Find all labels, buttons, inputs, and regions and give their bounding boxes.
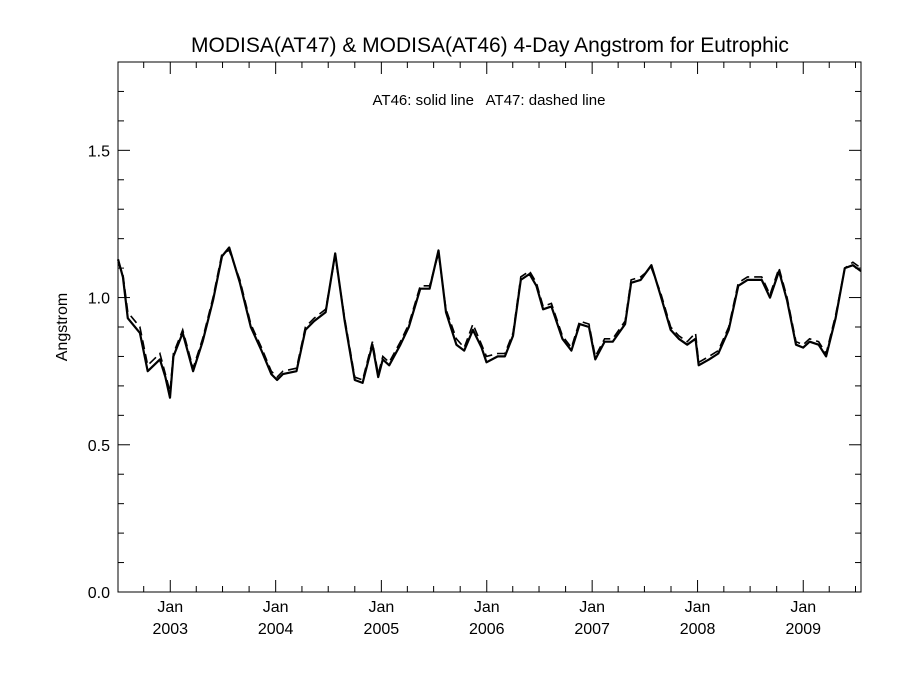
x-tick-year-label: 2008 [680, 621, 716, 638]
plot-frame [117, 61, 862, 593]
y-axis: 0.0 0.5 1.0 1.5 [88, 61, 861, 602]
x-tick-year-label: 2006 [469, 621, 505, 638]
x-tick-year-label: 2004 [258, 621, 294, 638]
series-line-at47 [117, 249, 862, 393]
chart-title: MODISA(AT47) & MODISA(AT46) 4-Day Angstr… [191, 34, 789, 57]
x-tick-month-label: Jan [157, 599, 183, 616]
x-axis: Jan 2003 Jan 2004 Jan 2005 Jan 2006 Jan 2007 Jan 20… [143, 62, 857, 638]
y-tick-label: 1.0 [88, 291, 110, 308]
x-tick-year-label: 2009 [785, 621, 821, 638]
y-axis-label: Angstrom [54, 293, 71, 361]
x-tick-month-label: Jan [790, 599, 816, 616]
x-tick-month-label: Jan [368, 599, 394, 616]
x-tick-month-label: Jan [474, 599, 500, 616]
line-style-annotation: AT46: solid line AT47: dashed line [373, 92, 606, 109]
y-tick-label: 0.0 [88, 585, 110, 602]
x-tick-year-label: 2005 [364, 621, 400, 638]
x-tick-month-label: Jan [579, 599, 605, 616]
plot-lines [116, 246, 862, 399]
x-tick-month-label: Jan [685, 599, 711, 616]
x-tick-year-label: 2003 [152, 621, 188, 638]
x-tick-month-label: Jan [263, 599, 289, 616]
y-tick-label: 0.5 [88, 438, 110, 455]
x-tick-year-label: 2007 [574, 621, 610, 638]
y-tick-label: 1.5 [88, 143, 110, 160]
series-line-at46 [116, 246, 862, 399]
